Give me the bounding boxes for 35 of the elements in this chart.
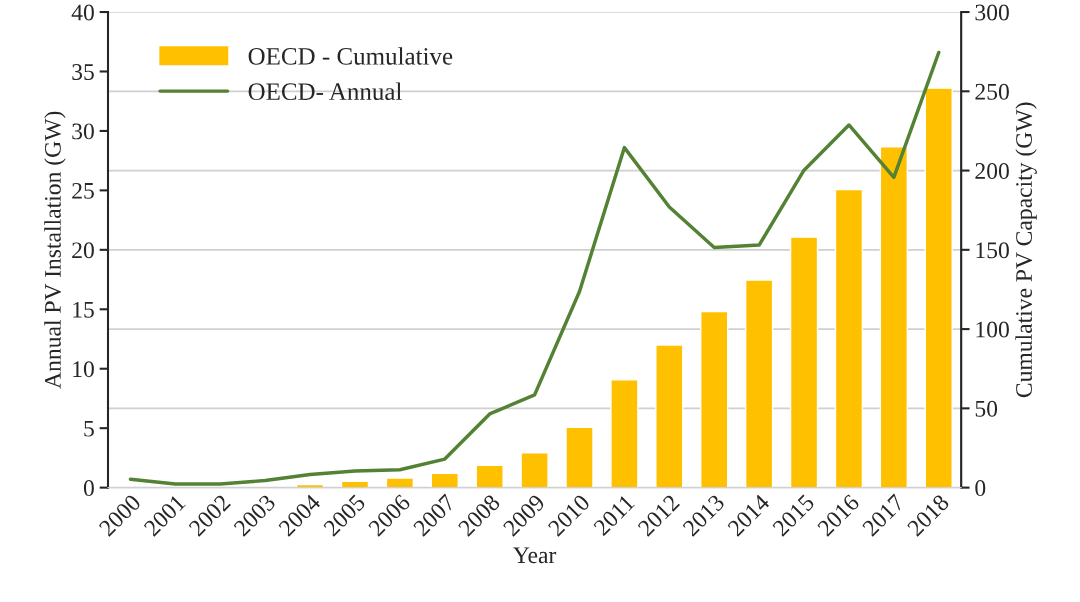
y-tick-label: 0 bbox=[83, 480, 94, 497]
y-tick-label: 35 bbox=[72, 64, 94, 80]
bar bbox=[834, 188, 864, 488]
bar bbox=[385, 477, 415, 488]
y2-tick-label: 0 bbox=[975, 480, 986, 497]
legend-label: OECD - Cumulative bbox=[248, 47, 453, 65]
x-axis-title: Year bbox=[513, 547, 557, 564]
bar bbox=[744, 279, 774, 488]
y-tick-label: 10 bbox=[73, 361, 94, 378]
y-tick-label: 5 bbox=[84, 420, 94, 437]
bar bbox=[700, 310, 729, 488]
bar bbox=[655, 344, 684, 488]
bar bbox=[924, 87, 953, 488]
y-tick-label: 15 bbox=[73, 301, 94, 318]
x-tick-label: 2011 bbox=[592, 493, 636, 537]
legend-label: OECD- Annual bbox=[248, 82, 402, 101]
y2-tick-label: 50 bbox=[975, 400, 998, 417]
bar bbox=[520, 452, 549, 488]
bar bbox=[879, 146, 909, 488]
y-tick-label: 40 bbox=[71, 4, 94, 21]
y-tick-label: 20 bbox=[72, 242, 94, 259]
y-tick-label: 30 bbox=[72, 123, 94, 140]
y-axis-title: Annual PV Installation (GW) bbox=[44, 111, 66, 389]
y-tick-label: 25 bbox=[72, 182, 94, 199]
y2-tick-label: 250 bbox=[975, 83, 1009, 100]
bar bbox=[565, 426, 594, 488]
bar bbox=[610, 379, 639, 488]
y2-tick-label: 300 bbox=[975, 4, 1009, 21]
y2-tick-label: 150 bbox=[976, 242, 1009, 259]
bar bbox=[475, 464, 504, 488]
bar bbox=[430, 472, 459, 488]
y2-axis-title: Cumulative PV Capacity (GW) bbox=[1015, 102, 1037, 398]
y2-tick-label: 200 bbox=[975, 163, 1009, 179]
bar bbox=[789, 236, 819, 488]
y2-tick-label: 100 bbox=[976, 321, 1009, 338]
